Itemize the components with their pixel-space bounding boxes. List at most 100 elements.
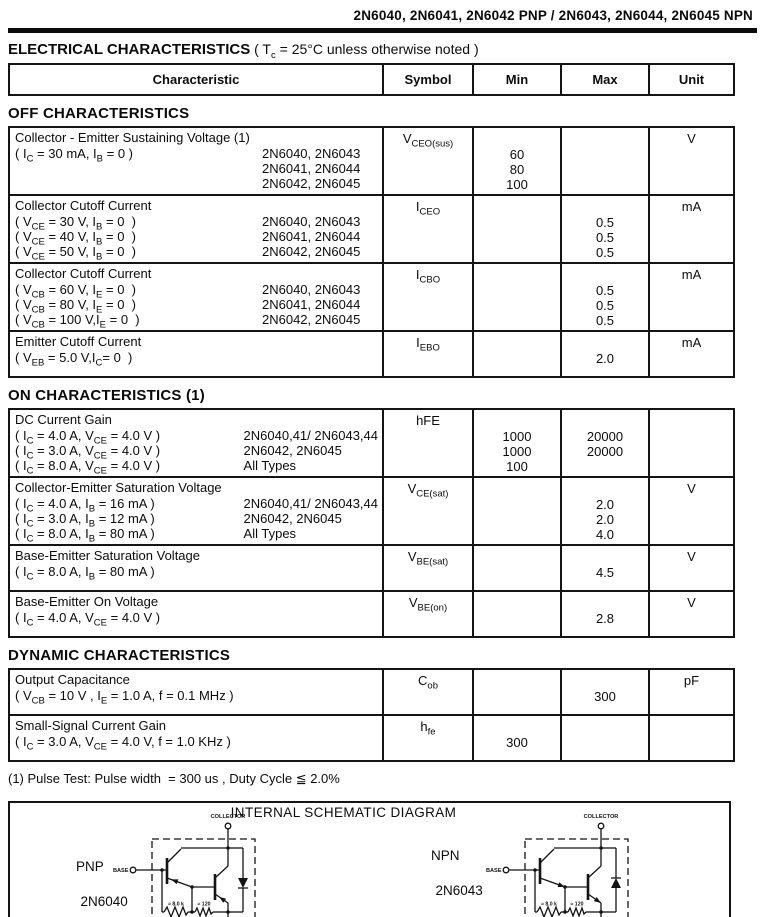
table-row: Collector - Emitter Sustaining Voltage (… <box>10 128 733 194</box>
characteristic-name: Output Capacitance <box>15 672 130 687</box>
pnp-darlington-schematic: COLLECTOR BASE EMITTER ≈ 8.0 k ≈ 120 <box>113 814 256 917</box>
resistor1-label: ≈ 8.0 k <box>168 902 184 908</box>
condition: ( VCB = 100 V,IE = 0 ) <box>15 312 140 331</box>
unit: V <box>648 478 733 544</box>
condition: ( VEB = 5.0 V,IC= 0 ) <box>15 350 133 369</box>
col-max: Max <box>560 65 648 94</box>
unit <box>648 716 733 760</box>
min-values <box>472 592 560 636</box>
table-row: Collector-Emitter Saturation Voltage ( I… <box>10 476 733 544</box>
resistor1-label: ≈ 8.0 k <box>541 902 557 908</box>
table-row: Emitter Cutoff Current ( VEB = 5.0 V,IC=… <box>10 330 733 376</box>
condition: ( IC = 8.0 A, VCE = 4.0 V ) <box>15 458 161 477</box>
device: 2N6041, 2N6044 <box>262 297 361 312</box>
device: 2N6040 <box>80 894 128 909</box>
max-values: 20000 20000 <box>560 410 648 476</box>
condition: ( IC = 4.0 A, IB = 16 mA ) <box>15 496 155 515</box>
min-values: 300 <box>472 716 560 760</box>
condition: ( VCE = 40 V, IB = 0 ) <box>15 229 136 248</box>
device: 2N6041, 2N6044 <box>262 161 361 176</box>
condition: ( IC = 3.0 A, IB = 12 mA ) <box>15 511 155 530</box>
dynamic-characteristics-table: Output Capacitance ( VCB = 10 V , IE = 1… <box>8 668 735 762</box>
condition: ( IC = 8.0 A, IB = 80 mA ) <box>15 564 155 583</box>
on-characteristics-table: DC Current Gain ( IC = 4.0 A, VCE = 4.0 … <box>8 408 735 638</box>
condition: ( VCB = 60 V, IE = 0 ) <box>15 282 136 301</box>
pnp-label: PNP <box>76 859 104 874</box>
pnp-device-list: PNP 2N6040 2N6041 2N6042 <box>58 823 128 917</box>
unit: pF <box>648 670 733 714</box>
characteristic-name: Collector - Emitter Sustaining Voltage (… <box>15 130 250 145</box>
max-values <box>560 128 648 194</box>
min-values <box>472 670 560 714</box>
condition: ( IC = 3.0 A, VCE = 4.0 V, f = 1.0 KHz ) <box>15 734 231 753</box>
condition: ( VCE = 30 V, IB = 0 ) <box>15 214 136 233</box>
col-min: Min <box>472 65 560 94</box>
npn-darlington-schematic: COLLECTOR BASE EMITTER ≈ 8.0 k ≈ 120 <box>486 814 629 917</box>
symbol: hfe <box>382 716 472 760</box>
heading-text: ELECTRICAL CHARACTERISTICS <box>8 41 251 58</box>
characteristic-name: Base-Emitter On Voltage <box>15 594 159 609</box>
max-values: 2.8 <box>560 592 648 636</box>
symbol: ICEO <box>382 196 472 262</box>
condition: ( IC = 8.0 A, IB = 80 mA ) <box>15 526 155 545</box>
collector-label: COLLECTOR <box>211 814 246 820</box>
divider-rule <box>8 28 757 33</box>
unit: mA <box>648 264 733 330</box>
electrical-characteristics-heading: ELECTRICAL CHARACTERISTICS ( Tc = 25°C u… <box>8 41 757 61</box>
device: 2N6042, 2N6045 <box>262 176 361 191</box>
min-values <box>472 546 560 590</box>
characteristic-name: Collector Cutoff Current <box>15 198 152 213</box>
condition: ( VCB = 80 V, IE = 0 ) <box>15 297 136 316</box>
min-values: 60 80 100 <box>472 128 560 194</box>
pulse-test-footnote: (1) Pulse Test: Pulse width = 300 us , D… <box>8 771 340 786</box>
min-values <box>472 196 560 262</box>
heading-note: ( Tc = 25°C unless otherwise noted ) <box>250 41 479 61</box>
table-row: Collector Cutoff Current ( VCE = 30 V, I… <box>10 194 733 262</box>
device: 2N6040, 2N6043 <box>262 282 361 297</box>
table-row: DC Current Gain ( IC = 4.0 A, VCE = 4.0 … <box>10 410 733 476</box>
symbol: VCE(sat) <box>382 478 472 544</box>
unit: V <box>648 128 733 194</box>
device: 2N6042, 2N6045 <box>262 312 361 327</box>
unit: V <box>648 592 733 636</box>
col-characteristic: Characteristic <box>152 72 240 87</box>
max-values: 2.0 2.0 4.0 <box>560 478 648 544</box>
characteristic-name: Small-Signal Current Gain <box>15 718 167 733</box>
section-heading-on: ON CHARACTERISTICS (1) <box>8 387 205 404</box>
unit: mA <box>648 332 733 376</box>
characteristic-name: Collector Cutoff Current <box>15 266 152 281</box>
max-values: 4.5 <box>560 546 648 590</box>
symbol: Cob <box>382 670 472 714</box>
device: 2N6040, 2N6043 <box>262 214 361 229</box>
min-values <box>472 478 560 544</box>
section-heading-off: OFF CHARACTERISTICS <box>8 105 190 122</box>
device: 2N6042, 2N6045 <box>243 443 342 458</box>
symbol: hFE <box>382 410 472 476</box>
symbol: VBE(sat) <box>382 546 472 590</box>
device: 2N6041, 2N6044 <box>262 229 361 244</box>
internal-schematic-box: INTERNAL SCHEMATIC DIAGRAM PNP 2N6040 2N… <box>8 801 731 917</box>
collector-label: COLLECTOR <box>584 814 619 820</box>
npn-device-list: NPN 2N6043 2N6044 2N6045 <box>413 812 483 917</box>
characteristic-name: Collector-Emitter Saturation Voltage <box>15 480 222 495</box>
unit: mA <box>648 196 733 262</box>
npn-label: NPN <box>431 848 460 863</box>
resistor2-label: ≈ 120 <box>571 902 584 908</box>
section-heading-dynamic: DYNAMIC CHARACTERISTICS <box>8 647 231 664</box>
device: 2N6042, 2N6045 <box>262 244 361 259</box>
device: 2N6040,41/ 2N6043,44 <box>243 428 378 443</box>
characteristic-name: Emitter Cutoff Current <box>15 334 142 349</box>
device: All Types <box>243 526 297 541</box>
device: 2N6040, 2N6043 <box>262 146 361 161</box>
table-row: Output Capacitance ( VCB = 10 V , IE = 1… <box>10 670 733 714</box>
device: 2N6042, 2N6045 <box>243 511 342 526</box>
base-label: BASE <box>113 868 129 874</box>
characteristic-name: Base-Emitter Saturation Voltage <box>15 548 200 563</box>
symbol: IEBO <box>382 332 472 376</box>
condition: ( IC = 4.0 A, VCE = 4.0 V ) <box>15 610 161 629</box>
condition: ( VCE = 50 V, IB = 0 ) <box>15 244 136 263</box>
table-row: Base-Emitter On Voltage ( IC = 4.0 A, VC… <box>10 590 733 636</box>
table-row: Base-Emitter Saturation Voltage ( IC = 8… <box>10 544 733 590</box>
unit: V <box>648 546 733 590</box>
